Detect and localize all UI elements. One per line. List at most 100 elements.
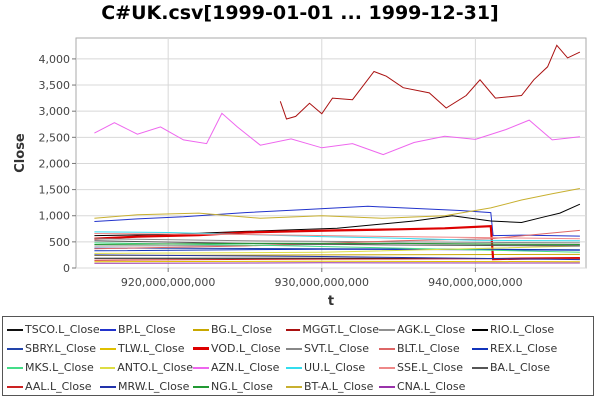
- legend-label: TSCO.L_Close: [25, 323, 100, 336]
- legend-swatch: [193, 385, 209, 388]
- legend-item: BLT.L_Close: [379, 342, 472, 355]
- legend-row: TSCO.L_Close BP.L_Close BG.L_Close MGGT.L_C…: [7, 320, 589, 339]
- legend-label: BA.L_Close: [490, 361, 550, 374]
- legend-item: AGK.L_Close: [379, 323, 472, 336]
- y-tick-label: 2,500: [39, 131, 71, 144]
- legend-swatch: [100, 366, 116, 369]
- legend-item: SSE.L_Close: [379, 361, 472, 374]
- legend-item: BT-A.L_Close: [286, 380, 379, 393]
- x-tick-label: 940,000,000,000: [428, 276, 522, 289]
- legend-swatch: [193, 366, 209, 369]
- legend-swatch: [379, 366, 395, 369]
- legend-label: UU.L_Close: [304, 361, 366, 374]
- x-tick-label: 920,000,000,000: [121, 276, 215, 289]
- series-line-bp-l-close: [94, 205, 580, 237]
- y-tick-label: 0: [63, 262, 70, 275]
- y-tick-label: 3,000: [39, 105, 71, 118]
- legend-swatch: [379, 385, 395, 388]
- y-tick-label: 500: [49, 236, 70, 249]
- legend-swatch: [7, 385, 23, 388]
- series-line-blt-l-close: [94, 229, 580, 250]
- x-tick-label: 930,000,000,000: [275, 276, 369, 289]
- series-line-tlw-l-close: [94, 260, 580, 263]
- legend-row: AAL.L_Close MRW.L_Close NG.L_Close BT-A.L_C…: [7, 377, 589, 396]
- legend-swatch: [7, 366, 23, 369]
- y-tick-label: 3,500: [39, 79, 71, 92]
- legend-row: MKS.L_Close ANTO.L_Close AZN.L_Close UU.L_C…: [7, 358, 589, 377]
- legend: TSCO.L_Close BP.L_Close BG.L_Close MGGT.L_C…: [2, 316, 594, 396]
- line-chart: 05001,0001,5002,0002,5003,0003,5004,000 …: [13, 37, 587, 309]
- legend-swatch: [472, 366, 488, 369]
- legend-swatch: [379, 328, 395, 331]
- legend-swatch: [286, 328, 301, 331]
- legend-item: UU.L_Close: [286, 361, 379, 374]
- legend-label: SVT.L_Close: [304, 342, 370, 355]
- legend-item: AAL.L_Close: [7, 380, 100, 393]
- legend-label: ANTO.L_Close: [117, 361, 193, 374]
- chart-title: C#UK.csv[1999-01-01 ... 1999-12-31]: [101, 2, 499, 24]
- grid-lines: [76, 38, 586, 269]
- series-layer: [94, 44, 581, 264]
- series-line-uu-l-close: [94, 231, 580, 242]
- legend-swatch: [472, 347, 488, 350]
- legend-item: BG.L_Close: [193, 323, 286, 336]
- series-line-cna-l-close: [94, 262, 580, 264]
- legend-label: BT-A.L_Close: [304, 380, 374, 393]
- series-line-mrw-l-close: [94, 254, 580, 261]
- legend-item: CNA.L_Close: [379, 380, 472, 393]
- series-line-sse-l-close: [94, 233, 580, 240]
- y-axis-ticks: 0 500 1,000 1,500 2,000 2,500 3,000 3,500 4,000: [39, 53, 76, 275]
- legend-label: MGGT.L_Close: [302, 323, 379, 336]
- series-line-azn-l-close: [94, 112, 580, 156]
- legend-swatch: [472, 328, 488, 331]
- legend-item: TSCO.L_Close: [7, 323, 100, 336]
- series-line-ba-l-close: [94, 240, 580, 247]
- legend-item: AZN.L_Close: [193, 361, 286, 374]
- legend-item: BA.L_Close: [472, 361, 565, 374]
- y-tick-label: 4,000: [39, 53, 71, 66]
- legend-label: SBRY.L_Close: [25, 342, 97, 355]
- legend-label: VOD.L_Close: [211, 342, 281, 355]
- legend-swatch: [286, 366, 302, 369]
- legend-swatch: [7, 328, 23, 331]
- legend-swatch: [193, 328, 209, 331]
- legend-item: RIO.L_Close: [472, 323, 565, 336]
- legend-label: AGK.L_Close: [397, 323, 466, 336]
- series-line-mggt-l-close: [279, 44, 581, 120]
- x-axis-label: t: [328, 294, 334, 309]
- legend-label: BP.L_Close: [118, 323, 176, 336]
- legend-swatch: [379, 347, 395, 350]
- series-line-rio-l-close: [94, 203, 581, 237]
- y-axis-label: Close: [13, 133, 28, 173]
- legend-label: NG.L_Close: [211, 380, 273, 393]
- legend-label: BG.L_Close: [211, 323, 272, 336]
- legend-row: SBRY.L_Close TLW.L_Close VOD.L_Close SVT.L_…: [7, 339, 589, 358]
- legend-swatch: [100, 328, 116, 331]
- legend-label: REX.L_Close: [490, 342, 558, 355]
- legend-label: MRW.L_Close: [118, 380, 190, 393]
- legend-label: SSE.L_Close: [397, 361, 464, 374]
- legend-swatch: [100, 347, 116, 350]
- series-line-bt-a-l-close: [94, 188, 580, 219]
- series-line-ng-l-close: [94, 242, 580, 245]
- y-tick-label: 2,000: [39, 157, 71, 170]
- legend-item: VOD.L_Close: [193, 342, 286, 355]
- legend-item: MRW.L_Close: [100, 380, 193, 393]
- y-tick-label: 1,000: [39, 210, 71, 223]
- legend-item: SBRY.L_Close: [7, 342, 100, 355]
- legend-swatch: [100, 385, 116, 388]
- legend-swatch: [193, 347, 209, 350]
- legend-swatch: [7, 347, 23, 350]
- legend-label: AZN.L_Close: [211, 361, 280, 374]
- legend-label: MKS.L_Close: [25, 361, 94, 374]
- legend-swatch: [286, 347, 302, 350]
- legend-item: BP.L_Close: [100, 323, 193, 336]
- legend-item: SVT.L_Close: [286, 342, 379, 355]
- series-line-anto-l-close: [94, 245, 580, 254]
- legend-item: MKS.L_Close: [7, 361, 100, 374]
- legend-item: TLW.L_Close: [100, 342, 193, 355]
- legend-label: BLT.L_Close: [397, 342, 460, 355]
- legend-item: MGGT.L_Close: [286, 323, 379, 336]
- legend-label: AAL.L_Close: [25, 380, 92, 393]
- series-line-svt-l-close: [94, 238, 580, 244]
